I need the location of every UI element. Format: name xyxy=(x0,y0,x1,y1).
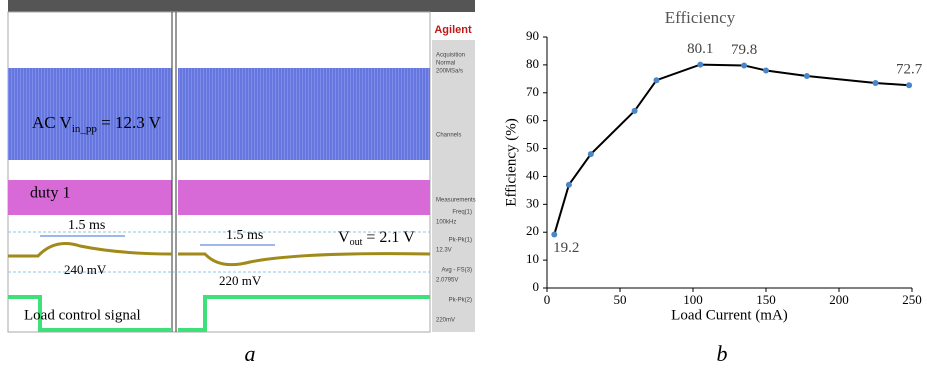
side-label: 100kHz xyxy=(436,220,456,226)
duty-label: duty 1 xyxy=(30,185,70,202)
side-label: Freq(1) xyxy=(452,210,472,216)
figure: AC Vin_pp = 12.3 V duty 1 1.5 ms 240 mV … xyxy=(0,0,927,373)
label-part: AC V xyxy=(32,113,73,132)
label-part: = 12.3 V xyxy=(97,113,162,132)
y-axis-label: Efficiency (%) xyxy=(503,118,519,206)
value-label: 72.7 xyxy=(896,62,923,78)
y-tick-label: 30 xyxy=(526,195,539,210)
value-label: 80.1 xyxy=(687,41,713,57)
ac-label: AC Vin_pp = 12.3 V xyxy=(32,113,162,135)
value-label: 79.8 xyxy=(731,42,757,58)
side-label: Avg - FS(3) xyxy=(441,268,472,274)
chart: Efficiency 0 10 20 30 40 50 60 70 80 90 0 50 100 150 20… xyxy=(503,8,922,366)
side-label: 200MSa/s xyxy=(436,69,463,75)
x-tick-label: 250 xyxy=(902,292,922,307)
duty-band xyxy=(178,180,430,215)
scope-panel: AC Vin_pp = 12.3 V duty 1 1.5 ms 240 mV … xyxy=(8,0,476,366)
chart-title: Efficiency xyxy=(665,8,736,27)
vout-label: Vout = 2.1 V xyxy=(338,229,415,249)
y-tick-label: 90 xyxy=(526,28,539,43)
panel-label: b xyxy=(717,341,728,366)
y-tick-label: 70 xyxy=(526,84,539,99)
y-tick-label: 0 xyxy=(533,279,540,294)
line xyxy=(554,65,909,235)
label-part: out xyxy=(350,237,363,248)
side-label: Pk-Pk(2) xyxy=(449,298,472,304)
y-tick-label: 40 xyxy=(526,167,539,182)
marker xyxy=(697,62,703,68)
label-part: = 2.1 V xyxy=(362,229,415,246)
side-label: 2.0795V xyxy=(436,278,458,284)
marker xyxy=(632,108,638,114)
side-label: Pk-Pk(1) xyxy=(449,238,472,244)
y-tick-label: 60 xyxy=(526,112,539,127)
x-tick-label: 200 xyxy=(829,292,849,307)
label-part: in_pp xyxy=(72,123,98,135)
side-label: 220mV xyxy=(436,318,455,324)
label-part: V xyxy=(338,229,350,246)
ac-band xyxy=(178,68,430,160)
marker xyxy=(588,151,594,157)
panel-label: a xyxy=(245,341,256,366)
marker xyxy=(654,77,660,83)
y-tick-label: 50 xyxy=(526,140,539,155)
time-label: 1.5 ms xyxy=(68,218,105,233)
marker xyxy=(566,182,572,188)
scope-header xyxy=(8,0,475,12)
x-tick-label: 0 xyxy=(544,292,551,307)
y-tick-label: 80 xyxy=(526,56,539,71)
marker xyxy=(906,82,912,88)
side-label: Normal xyxy=(436,61,455,67)
side-label: Measurements xyxy=(436,198,476,204)
side-label: 12.3V xyxy=(436,248,452,254)
value-label: 19.2 xyxy=(553,240,579,256)
marker xyxy=(804,73,810,79)
marker xyxy=(551,231,557,237)
brand: Agilent xyxy=(434,24,472,36)
x-axis-label: Load Current (mA) xyxy=(671,307,788,323)
x-tick-label: 50 xyxy=(614,292,627,307)
load-label: Load control signal xyxy=(24,307,141,323)
y-tick-label: 10 xyxy=(526,251,539,266)
side-label: Acquisition xyxy=(436,53,465,59)
marker xyxy=(741,62,747,68)
side-label: Channels xyxy=(436,133,461,139)
marker xyxy=(763,67,769,73)
y-tick-label: 20 xyxy=(526,223,539,238)
ripple-label: 220 mV xyxy=(219,273,262,288)
time-label: 1.5 ms xyxy=(226,228,263,243)
x-tick-label: 100 xyxy=(683,292,703,307)
ripple-label: 240 mV xyxy=(64,262,107,277)
side-panel xyxy=(432,40,475,332)
marker xyxy=(873,80,879,86)
x-tick-label: 150 xyxy=(756,292,776,307)
